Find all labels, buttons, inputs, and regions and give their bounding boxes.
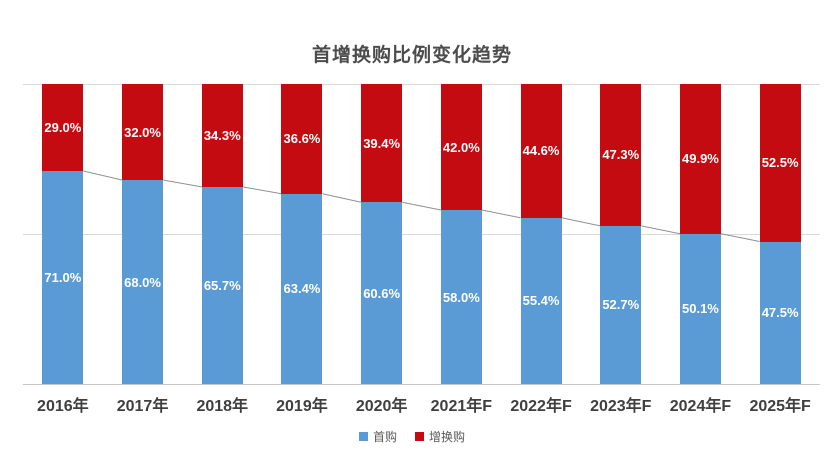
- segment-首购: 65.7%: [201, 186, 243, 384]
- bar-stack-2018年: 34.3% 65.7%: [201, 84, 243, 384]
- data-label-增换购: 32.0%: [124, 124, 161, 140]
- segment-增换购: 36.6%: [281, 84, 323, 194]
- segment-增换购: 47.3%: [600, 84, 642, 226]
- segment-首购: 47.5%: [759, 241, 801, 384]
- segment-增换购: 49.9%: [679, 84, 721, 234]
- segment-增换购: 52.5%: [759, 84, 801, 242]
- bar-stack-2017年: 32.0% 68.0%: [122, 84, 164, 384]
- segment-首购: 63.4%: [281, 193, 323, 384]
- segment-增换购: 29.0%: [42, 84, 84, 171]
- bar-stack-2021年F: 42.0% 58.0%: [440, 84, 482, 384]
- bar-stack-2019年: 36.6% 63.4%: [281, 84, 323, 384]
- data-label-增换购: 34.3%: [203, 127, 241, 143]
- chart-title: 首增换购比例变化趋势: [311, 45, 512, 66]
- segment-首购: 58.0%: [440, 210, 482, 384]
- data-label-增换购: 44.6%: [522, 143, 560, 159]
- x-axis-label-2022年F: 2022年F: [510, 398, 572, 415]
- data-label-首购: 55.4%: [522, 293, 560, 309]
- segment-首购: 71.0%: [42, 171, 84, 384]
- x-axis-label-2018年: 2018年: [196, 398, 249, 415]
- bars-group: 29.0% 71.0% 32.0% 68.0% 34.3% 65.7% 36.6% 63.4%…: [23, 84, 820, 384]
- segment-首购: 55.4%: [520, 217, 562, 384]
- data-label-首购: 60.6%: [363, 285, 401, 301]
- x-axis-label-2016年: 2016年: [37, 398, 89, 415]
- x-axis-label-2019年: 2019年: [276, 398, 328, 415]
- segment-增换购: 42.0%: [440, 84, 482, 210]
- chart-legend: 首购 增换购: [0, 428, 824, 445]
- data-label-首购: 65.7%: [203, 277, 241, 293]
- data-label-增换购: 29.0%: [44, 120, 82, 135]
- series-connector-lines: [83, 170, 760, 242]
- segment-首购: 50.1%: [679, 233, 721, 384]
- gridline-100pct: [23, 84, 820, 85]
- data-label-增换购: 49.9%: [682, 151, 719, 167]
- data-label-首购: 63.4%: [283, 281, 321, 297]
- segment-首购: 52.7%: [600, 225, 642, 384]
- legend-item-增换购: 增换购: [415, 428, 465, 445]
- data-label-首购: 71.0%: [44, 270, 82, 285]
- x-axis-labels: 2016年 2017年 2018年 2019年 2020年 2021年F 2022年F 202…: [23, 392, 820, 416]
- segment-增换购: 39.4%: [361, 84, 403, 203]
- data-label-首购: 68.0%: [124, 274, 161, 290]
- x-axis-label-2017年: 2017年: [116, 398, 169, 415]
- bar-stack-2025年F: 52.5% 47.5%: [759, 84, 801, 384]
- data-label-增换购: 39.4%: [363, 135, 401, 151]
- data-label-首购: 47.5%: [761, 305, 799, 321]
- data-label-增换购: 36.6%: [283, 131, 321, 147]
- x-axis-label-2025年F: 2025年F: [749, 398, 811, 415]
- legend-swatch-icon: [358, 432, 368, 441]
- bar-stack-2020年: 39.4% 60.6%: [361, 84, 403, 384]
- segment-增换购: 44.6%: [520, 84, 562, 218]
- segment-首购: 68.0%: [122, 180, 164, 384]
- bar-stack-2023年F: 47.3% 52.7%: [600, 84, 642, 384]
- segment-增换购: 34.3%: [201, 84, 243, 187]
- plot-area: 29.0% 71.0% 32.0% 68.0% 34.3% 65.7% 36.6% 63.4%…: [23, 84, 820, 385]
- gridline-50pct: [23, 234, 820, 235]
- x-axis-label-2023年F: 2023年F: [590, 398, 652, 415]
- x-axis-label-2020年: 2020年: [355, 398, 408, 415]
- data-label-首购: 58.0%: [442, 289, 480, 305]
- legend-label: 首购: [372, 430, 397, 444]
- x-axis-line: [23, 384, 820, 385]
- bar-stack-2024年F: 49.9% 50.1%: [679, 84, 721, 384]
- data-label-增换购: 52.5%: [761, 155, 799, 171]
- bar-stack-2016年: 29.0% 71.0%: [42, 84, 84, 384]
- x-axis-label-2021年F: 2021年F: [430, 398, 493, 415]
- bar-stack-2022年F: 44.6% 55.4%: [520, 84, 562, 384]
- segment-增换购: 32.0%: [122, 84, 164, 180]
- legend-label: 增换购: [429, 430, 466, 444]
- legend-item-首购: 首购: [358, 428, 397, 445]
- legend-swatch-icon: [415, 432, 424, 441]
- data-label-首购: 52.7%: [602, 297, 640, 313]
- data-label-首购: 50.1%: [682, 301, 719, 317]
- data-label-增换购: 42.0%: [442, 139, 480, 155]
- data-label-增换购: 47.3%: [602, 147, 640, 163]
- segment-首购: 60.6%: [361, 202, 403, 384]
- x-axis-label-2024年F: 2024年F: [669, 398, 732, 415]
